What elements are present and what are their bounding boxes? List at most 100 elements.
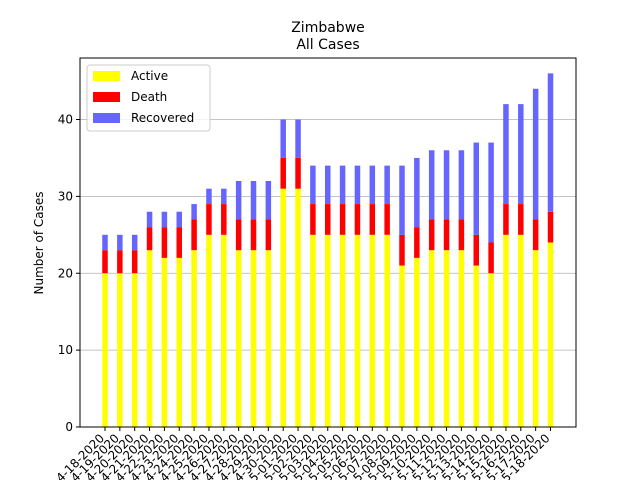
bars-group <box>102 73 554 427</box>
bar-recovered-5-14-2020 <box>488 142 494 243</box>
y-axis-title: Number of Cases <box>32 191 46 294</box>
bar-active-5-03-2020 <box>325 234 331 427</box>
legend-label-recovered: Recovered <box>131 111 194 125</box>
bar-recovered-4-19-2020 <box>117 234 123 251</box>
bar-active-5-15-2020 <box>503 234 509 427</box>
bar-death-5-16-2020 <box>518 204 524 235</box>
bar-death-5-10-2020 <box>428 219 435 251</box>
bar-death-5-11-2020 <box>443 219 450 251</box>
bar-active-5-12-2020 <box>458 250 465 427</box>
bar-death-5-05-2020 <box>354 204 361 235</box>
x-axis: 4-18-20204-19-20204-20-20204-21-20204-22… <box>53 427 553 480</box>
y-tick-label: 40 <box>58 113 73 127</box>
bar-death-5-04-2020 <box>339 204 346 235</box>
bar-active-4-27-2020 <box>235 250 242 427</box>
bar-active-5-10-2020 <box>428 250 435 427</box>
legend-swatch-death <box>93 92 120 102</box>
bar-death-5-17-2020 <box>532 219 539 251</box>
bar-active-4-26-2020 <box>221 234 227 427</box>
bar-recovered-4-25-2020 <box>206 188 212 205</box>
bar-active-5-06-2020 <box>369 234 376 427</box>
y-tick-label: 10 <box>58 343 73 357</box>
bar-active-5-14-2020 <box>488 273 494 427</box>
bar-death-5-15-2020 <box>503 204 509 235</box>
bar-death-4-23-2020 <box>176 227 182 258</box>
bar-recovered-5-02-2020 <box>310 165 316 205</box>
chart-title: Zimbabwe <box>291 20 365 36</box>
bar-recovered-4-18-2020 <box>102 234 108 251</box>
bar-active-5-11-2020 <box>443 250 450 427</box>
bar-recovered-4-21-2020 <box>146 211 153 228</box>
bar-death-4-20-2020 <box>131 250 138 274</box>
bar-death-4-22-2020 <box>161 227 168 258</box>
bar-active-4-18-2020 <box>102 273 108 427</box>
bar-active-4-28-2020 <box>250 250 257 427</box>
bar-death-5-08-2020 <box>399 234 405 266</box>
legend-swatch-recovered <box>93 113 120 123</box>
bar-active-4-21-2020 <box>146 250 153 427</box>
bar-death-5-01-2020 <box>295 157 301 189</box>
bar-active-4-23-2020 <box>176 257 182 427</box>
bar-active-4-25-2020 <box>206 234 212 427</box>
bar-death-5-13-2020 <box>473 234 479 266</box>
bar-recovered-5-05-2020 <box>354 165 361 205</box>
bar-active-5-02-2020 <box>310 234 316 427</box>
bar-active-5-18-2020 <box>547 242 554 427</box>
bar-death-4-18-2020 <box>102 250 108 274</box>
bar-recovered-5-10-2020 <box>428 150 435 220</box>
y-axis: 0 10 20 30 40 <box>58 113 80 434</box>
bar-recovered-5-09-2020 <box>414 157 420 228</box>
bar-active-4-22-2020 <box>161 257 168 427</box>
bar-recovered-4-26-2020 <box>221 188 227 205</box>
legend-label-active: Active <box>131 69 168 83</box>
bar-recovered-5-12-2020 <box>458 150 465 220</box>
bar-death-4-29-2020 <box>265 219 272 251</box>
bar-death-4-26-2020 <box>221 204 227 235</box>
y-tick-label: 30 <box>58 189 73 203</box>
bar-death-5-06-2020 <box>369 204 376 235</box>
bar-recovered-5-16-2020 <box>518 104 524 205</box>
bar-recovered-5-15-2020 <box>503 104 509 205</box>
bar-death-4-24-2020 <box>191 219 197 251</box>
chart-subtitle: All Cases <box>296 37 359 53</box>
bar-recovered-5-18-2020 <box>547 73 554 212</box>
legend-label-death: Death <box>131 90 167 104</box>
y-tick-label: 20 <box>58 266 73 280</box>
bar-recovered-5-04-2020 <box>339 165 346 205</box>
bar-death-5-07-2020 <box>384 204 390 235</box>
bar-active-4-30-2020 <box>280 188 286 427</box>
bar-active-5-08-2020 <box>399 265 405 427</box>
bar-death-5-03-2020 <box>325 204 331 235</box>
bar-death-4-28-2020 <box>250 219 257 251</box>
bar-active-5-01-2020 <box>295 188 301 427</box>
bar-death-5-14-2020 <box>488 242 494 274</box>
bar-recovered-5-06-2020 <box>369 165 376 205</box>
bar-active-5-16-2020 <box>518 234 524 427</box>
bar-active-4-19-2020 <box>117 273 123 427</box>
bar-recovered-5-01-2020 <box>295 119 301 158</box>
bar-active-5-09-2020 <box>414 257 420 427</box>
bar-active-5-17-2020 <box>532 250 539 427</box>
bar-death-5-12-2020 <box>458 219 465 251</box>
bar-recovered-4-29-2020 <box>265 181 272 220</box>
bar-death-4-19-2020 <box>117 250 123 274</box>
bar-recovered-5-07-2020 <box>384 165 390 205</box>
bar-active-5-05-2020 <box>354 234 361 427</box>
bar-death-5-09-2020 <box>414 227 420 258</box>
bar-death-4-30-2020 <box>280 157 286 189</box>
bar-recovered-4-22-2020 <box>161 211 168 228</box>
bar-recovered-4-28-2020 <box>250 181 257 220</box>
bar-recovered-5-11-2020 <box>443 150 450 220</box>
legend: Active Death Recovered <box>86 64 211 132</box>
bar-recovered-5-13-2020 <box>473 142 479 235</box>
bar-recovered-5-08-2020 <box>399 165 405 235</box>
bar-recovered-5-17-2020 <box>532 88 539 220</box>
bar-death-5-18-2020 <box>547 211 554 243</box>
bar-death-5-02-2020 <box>310 204 316 235</box>
bar-recovered-4-20-2020 <box>131 234 138 251</box>
bar-death-4-27-2020 <box>235 219 242 251</box>
bar-death-4-25-2020 <box>206 204 212 235</box>
bar-death-4-21-2020 <box>146 227 153 251</box>
bar-active-4-24-2020 <box>191 250 197 427</box>
